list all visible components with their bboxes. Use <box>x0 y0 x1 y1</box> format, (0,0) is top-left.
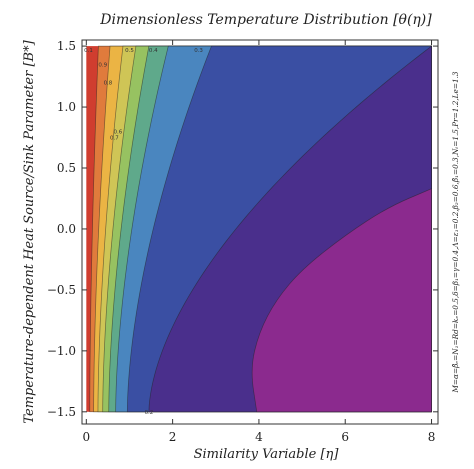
y-tick-label: 0.0 <box>57 222 76 236</box>
plot-frame <box>81 39 439 425</box>
contour-value-label: 0.4 <box>149 48 158 54</box>
contour-value-label: 0.2 <box>145 410 154 416</box>
chart-title: Dimensionless Temperature Distribution [… <box>99 12 432 28</box>
x-tick-label: 8 <box>428 430 436 444</box>
y-tick-label: 1.5 <box>57 39 76 53</box>
y-tick-label: 0.5 <box>57 161 76 175</box>
contour-value-label: 0.3 <box>194 48 203 54</box>
y-axis-label: Temperature-dependent Heat Source/Sink P… <box>22 39 37 423</box>
inner-region-band <box>251 188 432 413</box>
contour-labels: 0.1 0.9 0.8 0.70.6 0.5 0.4 0.3 0.2 <box>84 48 203 416</box>
y-tick-label: −1.5 <box>47 405 76 419</box>
y-tick-label: −0.5 <box>47 283 76 297</box>
contour-value-label: 0.5 <box>125 48 134 54</box>
x-axis-label: Similarity Variable [η] <box>194 447 340 462</box>
inner-region <box>251 188 432 413</box>
contour-value-label: 0.6 <box>114 129 123 135</box>
x-tick-label: 2 <box>169 430 177 444</box>
contour-value-label: 0.8 <box>104 81 113 87</box>
parameter-note: M=α=β̃ₑ=N₁=Rd=kₑ=0.5,δ=β₁=γ=0.4,Λ=ε₁=0.2… <box>451 71 460 393</box>
axis-ticks: 0 2 4 6 8 −1.5 −1.0 −0.5 0.0 0.5 1.0 1.5 <box>47 39 438 444</box>
y-tick-label: 1.0 <box>57 100 76 114</box>
x-tick-label: 0 <box>82 430 90 444</box>
contour-value-label: 0.1 <box>84 48 93 54</box>
contour-value-label: 0.9 <box>98 62 107 68</box>
y-tick-label: −1.0 <box>47 344 76 358</box>
contour-value-label: 0.7 <box>110 136 119 142</box>
x-tick-label: 6 <box>341 430 349 444</box>
x-tick-label: 4 <box>255 430 263 444</box>
